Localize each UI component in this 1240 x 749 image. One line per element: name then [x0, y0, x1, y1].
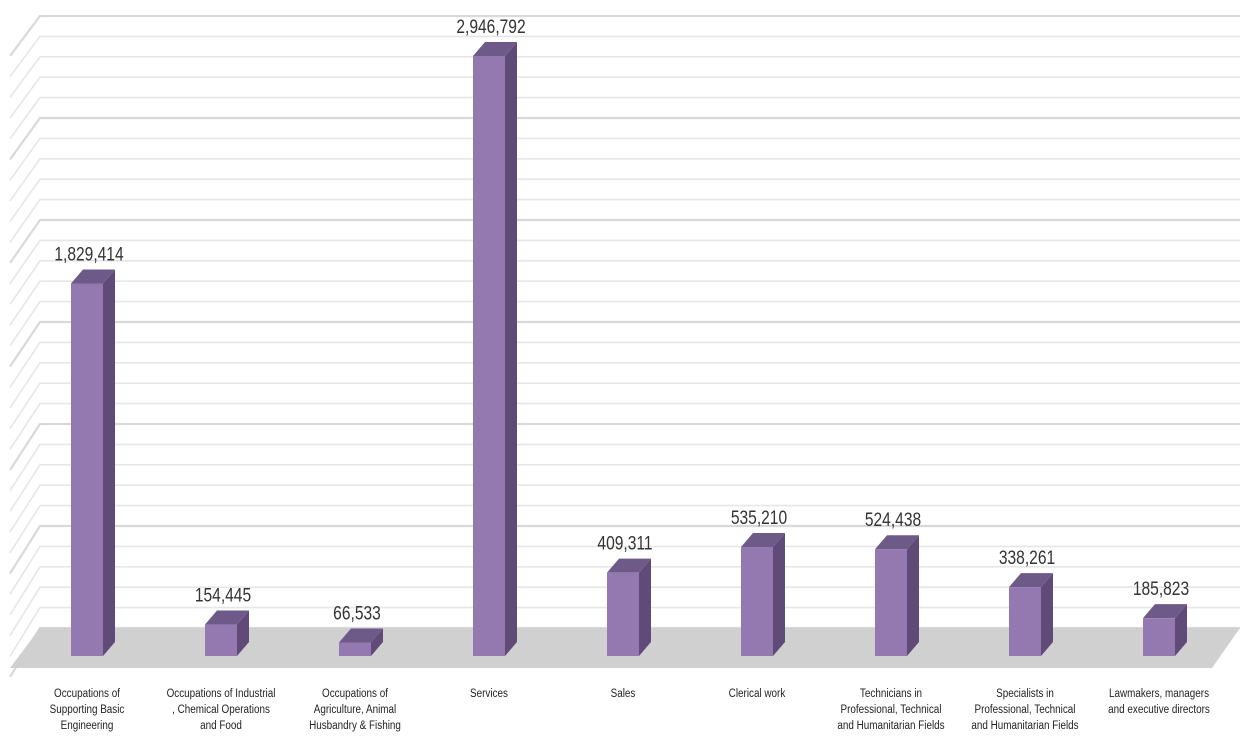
bar: [71, 269, 115, 656]
gridline: [9, 137, 1240, 181]
bar-side: [1175, 604, 1187, 656]
gridline: [9, 566, 1240, 616]
bar-top: [473, 42, 517, 56]
category-label: Services: [470, 688, 508, 700]
data-label: 524,438: [865, 509, 921, 531]
bar: [205, 610, 249, 656]
bar-side: [773, 533, 785, 656]
gridline: [9, 606, 1240, 657]
category-label: Clerical work: [728, 688, 786, 700]
gridline: [9, 443, 1240, 492]
gridline: [9, 464, 1240, 512]
gridline: [9, 239, 1240, 285]
bar-side: [505, 42, 517, 656]
gridline: [9, 56, 1240, 98]
gridline: [9, 116, 1240, 161]
gridline: [9, 545, 1240, 595]
bar-side: [371, 628, 383, 656]
bar-front: [473, 56, 505, 656]
category-label: Sales: [610, 688, 636, 700]
bar-front: [607, 572, 639, 656]
category-label: Lawmakers, managers and executive direct…: [1108, 688, 1210, 716]
category-label: Occupations of Agriculture, Animal Husba…: [309, 688, 401, 732]
bar-top: [875, 535, 919, 550]
bar: [741, 533, 785, 656]
data-label: 409,311: [597, 532, 652, 554]
gridline: [9, 382, 1240, 430]
bar-side: [639, 558, 651, 656]
gridline: [9, 260, 1240, 305]
bar-side: [103, 269, 115, 656]
bar-top: [1009, 573, 1053, 588]
bar-side: [237, 610, 249, 656]
category-label: Occupations of Supporting Basic Engineer…: [49, 688, 125, 732]
gridline: [9, 198, 1240, 243]
data-label: 338,261: [999, 547, 1055, 569]
bar: [607, 558, 651, 656]
bar-side: [1041, 573, 1053, 656]
bar-top: [1143, 604, 1187, 619]
data-label: 154,445: [195, 584, 251, 606]
gridline: [9, 320, 1240, 368]
bar: [1009, 573, 1053, 656]
bar-front: [1143, 618, 1175, 656]
gridline: [9, 586, 1240, 637]
bar-top: [741, 533, 785, 548]
category-label: Technicians in Professional, Technical a…: [837, 688, 945, 732]
value-labels: 1,829,414 154,445 66,533 2,946,792 409,311 53…: [54, 16, 1189, 624]
data-label: 66,533: [333, 602, 381, 624]
bar-top: [71, 269, 115, 284]
gridline: [9, 35, 1240, 78]
gridline: [9, 484, 1240, 533]
category-label: Specialists in Professional, Technical a…: [971, 688, 1079, 732]
gridline: [9, 96, 1240, 140]
data-label: 2,946,792: [456, 16, 525, 38]
gridline: [9, 218, 1240, 264]
bar-front: [741, 547, 773, 656]
bars: [71, 42, 1187, 656]
bar-top: [205, 610, 249, 625]
bar-side: [907, 535, 919, 656]
gridline: [9, 504, 1240, 554]
gridline: [9, 402, 1240, 450]
gridline: [9, 76, 1240, 119]
bar-top: [607, 558, 651, 573]
bar-front: [339, 642, 371, 656]
bar: [1143, 604, 1187, 656]
data-label: 185,823: [1133, 578, 1189, 600]
bar-front: [71, 283, 103, 656]
gridline: [9, 341, 1240, 388]
data-label: 1,829,414: [54, 243, 124, 265]
gridline: [9, 362, 1240, 409]
gridline: [9, 524, 1240, 575]
gridline: [9, 158, 1240, 202]
bar-front: [875, 549, 907, 656]
gridline: [9, 178, 1240, 223]
bar-top: [339, 628, 383, 643]
bar: [473, 42, 517, 656]
gridline: [9, 300, 1240, 347]
data-label: 535,210: [731, 507, 787, 529]
gridline: [9, 280, 1240, 326]
gridline: [9, 422, 1240, 471]
bar: [339, 628, 383, 656]
category-label: Occupations of Industrial , Chemical Ope…: [166, 688, 276, 732]
bar-front: [1009, 587, 1041, 656]
gridline: [9, 14, 1240, 57]
bar: [875, 535, 919, 656]
bar-front: [205, 624, 237, 656]
